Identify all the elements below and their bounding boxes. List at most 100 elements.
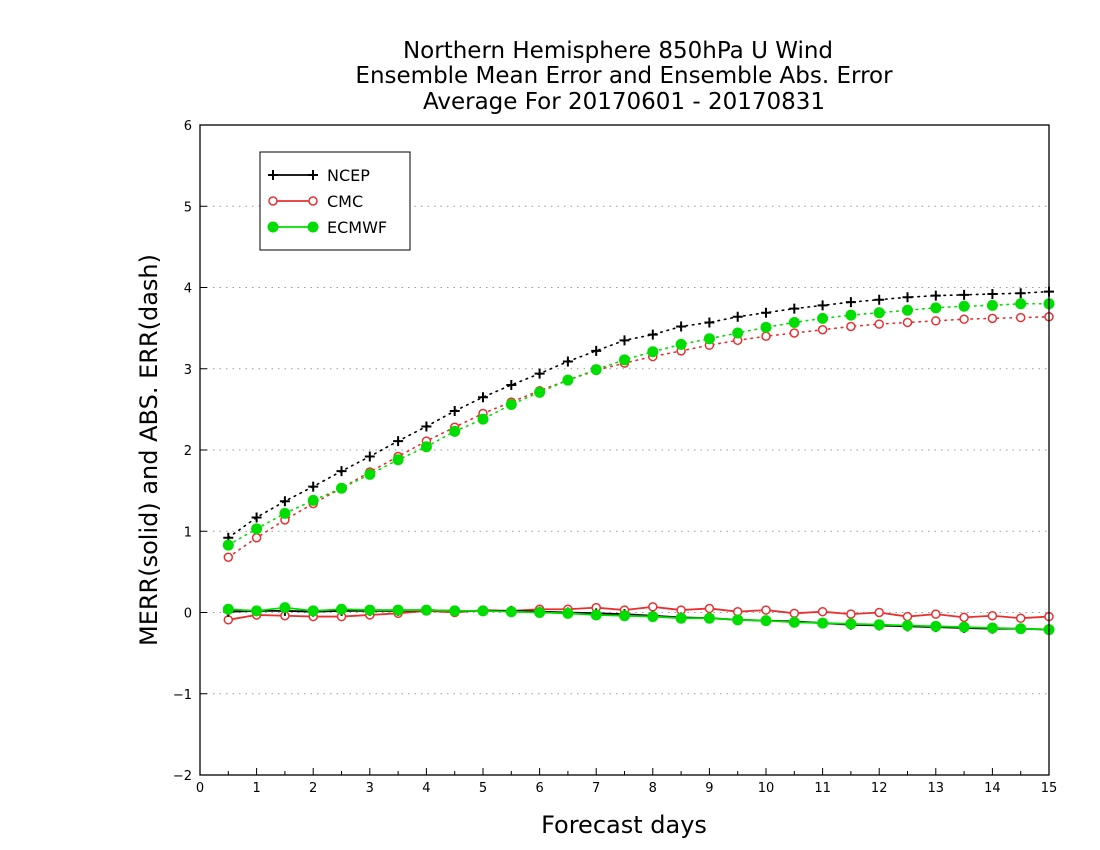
ecmwf-mean-err-point: [222, 603, 234, 615]
cmc-mean-err-point: [817, 606, 828, 617]
ncep-abs-err-point: [506, 380, 517, 390]
ncep-abs-err-point: [393, 436, 404, 447]
x-tick-label: 8: [649, 781, 657, 796]
ncep-abs-err-point: [761, 307, 771, 318]
ecmwf-mean-err-point: [364, 604, 376, 616]
x-tick-label: 0: [196, 781, 204, 796]
ecmwf-abs-err-line: [227, 302, 1050, 546]
chart-title-line-3: Average For 20170601 - 20170831: [423, 89, 825, 115]
cmc-mean-err-point: [902, 611, 913, 622]
ecmwf-mean-err-point: [1015, 623, 1027, 635]
cmc-mean-err-point: [1015, 613, 1026, 623]
cmc-mean-err-point: [704, 603, 715, 614]
cmc-mean-err-point: [761, 605, 771, 615]
cmc-abs-err-point: [874, 319, 884, 329]
x-tick-label: 7: [592, 781, 600, 796]
ecmwf-mean-err-point: [279, 602, 291, 614]
cmc-mean-err-point: [931, 609, 941, 619]
ncep-abs-err-point: [959, 289, 970, 300]
ecmwf-mean-err-point: [647, 611, 659, 623]
legend-marker-ncep: [308, 170, 318, 180]
cmc-abs-err-point: [931, 316, 941, 326]
cmc-abs-err-point: [789, 328, 800, 338]
ncep-abs-err-point: [534, 368, 545, 379]
x-tick-label: 15: [1041, 781, 1058, 796]
series-ncep: [223, 286, 1054, 635]
x-tick-label: 1: [252, 781, 260, 796]
y-axis-label: MERR(solid) and ABS. ERR(dash): [135, 254, 163, 646]
ncep-abs-err-point: [817, 300, 828, 311]
ecmwf-mean-err-point: [902, 620, 913, 631]
y-tick-label: 5: [184, 200, 192, 215]
ecmwf-abs-err-point: [873, 307, 885, 319]
ecmwf-mean-err-point: [703, 612, 715, 624]
ecmwf-abs-err-point: [647, 346, 659, 358]
ncep-abs-err-point: [364, 451, 375, 462]
x-tick-label: 14: [984, 781, 1001, 796]
x-axis-label: Forecast days: [541, 811, 707, 839]
y-tick-label: 0: [184, 607, 192, 622]
x-tick-label: 4: [422, 781, 430, 796]
ecmwf-mean-err-point: [958, 621, 970, 633]
ecmwf-abs-err-point: [336, 482, 347, 494]
legend-marker-cmc: [268, 196, 278, 206]
ecmwf-abs-err-point: [732, 327, 744, 339]
cmc-mean-err-point: [959, 612, 969, 623]
ecmwf-abs-err-point: [1015, 298, 1027, 310]
cmc-mean-err-point: [648, 602, 658, 612]
x-tick-label: 5: [479, 781, 487, 796]
ncep-abs-err-point: [874, 294, 885, 305]
ecmwf-mean-err-point: [420, 604, 432, 616]
cmc-mean-err-point: [987, 611, 998, 621]
x-tick-label: 10: [758, 781, 775, 796]
ecmwf-mean-err-point: [392, 604, 404, 616]
ecmwf-mean-err-point: [619, 610, 630, 622]
ncep-abs-err-point: [478, 392, 488, 403]
ecmwf-abs-err-point: [307, 494, 319, 506]
ecmwf-abs-err-point: [364, 468, 376, 480]
ncep-abs-err-point: [676, 321, 687, 332]
ecmwf-mean-err-point: [562, 607, 574, 619]
ncep-abs-err-point: [619, 335, 630, 346]
x-tick-label: 13: [928, 781, 945, 796]
legend-marker-cmc: [308, 196, 318, 206]
ecmwf-abs-err-point: [505, 399, 517, 410]
y-axis-ticks: −2 −1 0 1 2 3 4 5 6: [173, 119, 207, 784]
cmc-mean-err-point: [223, 615, 234, 625]
ncep-abs-err-point: [902, 292, 913, 303]
ncep-abs-err-point: [591, 345, 602, 356]
y-tick-label: 4: [184, 282, 192, 297]
ncep-abs-err-point: [789, 303, 800, 314]
ncep-abs-err-point: [449, 406, 460, 416]
ncep-abs-err-point: [987, 289, 998, 299]
y-tick-label: 3: [184, 363, 192, 378]
ecmwf-abs-err-point: [986, 299, 998, 311]
x-tick-label: 9: [705, 781, 713, 796]
ncep-abs-err-point: [647, 329, 658, 340]
cmc-abs-err-point: [1015, 312, 1026, 323]
legend-label-cmc: CMC: [327, 192, 363, 211]
ecmwf-abs-err-point: [477, 413, 489, 425]
ecmwf-mean-err-point: [760, 615, 772, 627]
ncep-abs-err-point: [308, 481, 319, 492]
ecmwf-abs-err-point: [562, 374, 574, 386]
ecmwf-abs-err-point: [222, 539, 234, 551]
cmc-mean-err-point: [789, 608, 800, 619]
y-tick-label: 1: [184, 525, 192, 540]
ecmwf-abs-err-point: [392, 454, 404, 466]
ecmwf-mean-err-point: [732, 614, 744, 626]
y-tick-label: −1: [173, 688, 192, 703]
ecmwf-mean-err-point: [477, 605, 489, 617]
ecmwf-abs-err-point: [590, 364, 602, 376]
cmc-abs-err-point: [846, 321, 856, 332]
chart-title: Northern Hemisphere 850hPa U Wind Ensemb…: [355, 38, 893, 115]
ecmwf-mean-err-point: [449, 605, 461, 617]
x-tick-label: 2: [309, 781, 317, 796]
ecmwf-mean-err-point: [336, 603, 347, 615]
legend-marker-ecmwf: [307, 221, 319, 233]
ecmwf-mean-err-point: [817, 617, 829, 629]
ecmwf-abs-err-point: [958, 300, 970, 312]
ecmwf-abs-err-point: [675, 338, 687, 350]
cmc-abs-err-point: [223, 552, 234, 562]
